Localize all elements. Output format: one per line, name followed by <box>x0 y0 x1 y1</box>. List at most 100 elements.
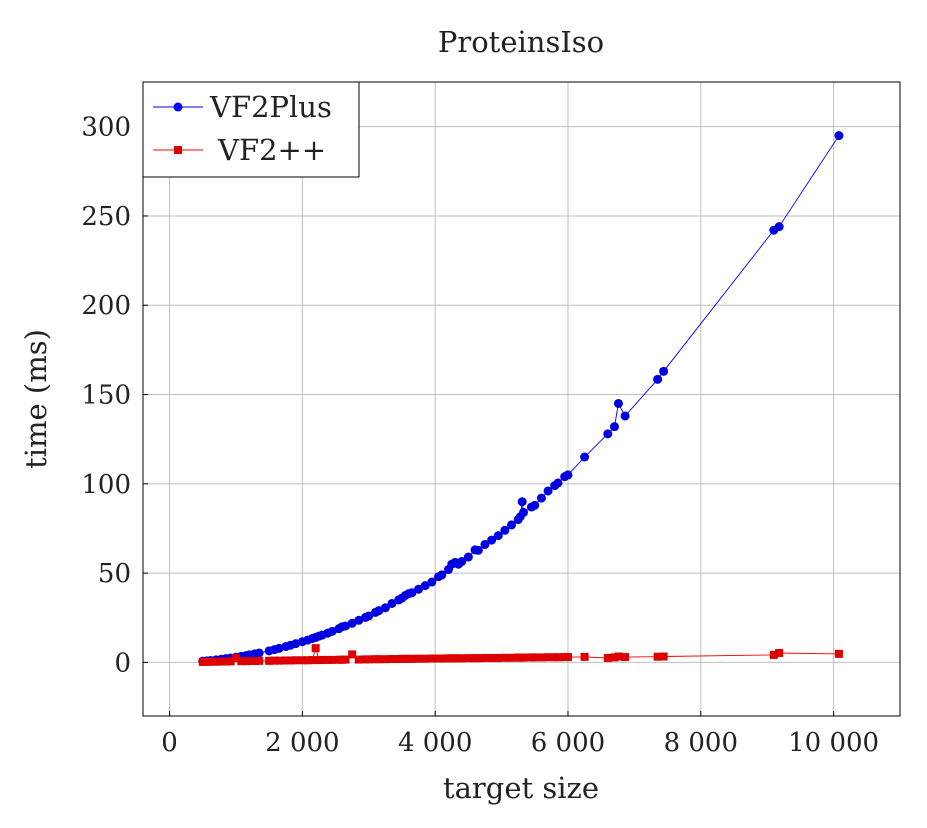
legend-marker-vf2pp <box>174 146 182 154</box>
data-point-vf2pp <box>487 653 496 662</box>
data-point-vf2pp <box>388 655 397 664</box>
data-point-vf2pp <box>421 654 430 663</box>
data-point-vf2plus <box>603 429 613 439</box>
data-point-vf2pp <box>328 655 337 664</box>
x-tick-label: 2 000 <box>265 728 339 758</box>
series-layer <box>198 131 844 666</box>
data-point-vf2pp <box>217 657 226 666</box>
data-point-vf2pp <box>270 656 279 665</box>
y-tick-label: 250 <box>81 202 131 232</box>
data-point-vf2pp <box>580 652 589 661</box>
data-point-vf2plus <box>530 500 540 510</box>
data-point-vf2pp <box>537 653 546 662</box>
data-point-vf2plus <box>364 611 374 621</box>
data-point-vf2plus <box>613 398 623 408</box>
data-point-vf2pp <box>381 655 390 664</box>
data-point-vf2pp <box>407 654 416 663</box>
legend-box <box>142 81 360 178</box>
data-point-vf2pp <box>563 653 572 662</box>
y-tick-label: 50 <box>98 559 131 589</box>
data-point-vf2plus <box>563 470 573 480</box>
data-point-vf2pp <box>457 654 466 663</box>
y-tick-label: 200 <box>81 291 131 321</box>
data-point-vf2plus <box>500 525 510 535</box>
data-point-vf2pp <box>427 654 436 663</box>
data-point-vf2plus <box>659 366 669 376</box>
data-point-vf2pp <box>237 657 246 666</box>
data-point-vf2plus <box>774 222 784 232</box>
data-point-vf2pp <box>303 656 312 665</box>
data-point-vf2pp <box>231 653 240 662</box>
data-point-vf2pp <box>226 657 235 666</box>
plot-frame <box>142 81 901 717</box>
data-point-vf2pp <box>348 650 357 659</box>
data-point-vf2pp <box>291 656 300 665</box>
data-point-vf2pp <box>480 653 489 662</box>
data-point-vf2plus <box>653 374 663 384</box>
data-point-vf2pp <box>311 644 320 653</box>
data-point-vf2pp <box>544 653 553 662</box>
data-point-vf2pp <box>250 656 259 665</box>
data-point-vf2pp <box>769 650 778 659</box>
data-point-vf2pp <box>554 653 563 662</box>
data-point-vf2pp <box>222 657 231 666</box>
data-point-vf2plus <box>480 540 490 550</box>
data-point-vf2pp <box>341 655 350 664</box>
x-tick-label: 6 000 <box>531 728 605 758</box>
data-point-vf2pp <box>275 656 284 665</box>
data-point-vf2plus <box>457 557 467 567</box>
data-point-vf2plus <box>420 581 430 591</box>
y-tick-label: 150 <box>81 381 131 411</box>
grid <box>143 82 900 716</box>
data-point-vf2plus <box>580 452 590 462</box>
data-point-vf2pp <box>308 656 317 665</box>
data-point-vf2plus <box>518 507 528 517</box>
legend: VF2Plus VF2++ <box>142 81 360 178</box>
y-tick-label: 0 <box>114 648 131 678</box>
chart-title: ProteinsIso <box>438 25 604 59</box>
x-tick-label: 4 000 <box>398 728 472 758</box>
data-point-vf2plus <box>487 535 497 545</box>
data-point-vf2pp <box>603 653 612 662</box>
data-point-vf2pp <box>298 656 307 665</box>
data-point-vf2pp <box>245 656 254 665</box>
data-point-vf2pp <box>265 656 274 665</box>
data-point-vf2plus <box>387 598 397 608</box>
data-point-vf2pp <box>507 653 516 662</box>
data-point-vf2pp <box>464 654 473 663</box>
legend-label-vf2pp: VF2++ <box>217 133 326 167</box>
data-point-vf2plus <box>834 131 844 141</box>
data-point-vf2plus <box>543 486 553 496</box>
data-point-vf2pp <box>318 655 327 664</box>
data-point-vf2pp <box>834 649 843 658</box>
legend-marker-vf2plus <box>173 102 183 112</box>
data-point-vf2pp <box>323 655 332 664</box>
x-axis-label: target size <box>443 771 599 805</box>
data-point-vf2plus <box>536 493 546 503</box>
data-point-vf2pp <box>374 655 383 664</box>
data-point-vf2plus <box>553 478 563 488</box>
data-point-vf2plus <box>517 497 527 507</box>
data-point-vf2pp <box>354 655 363 664</box>
tick-labels: 0 2 000 4 000 6 000 8 000 10 000 0 50 100 150 200 2… <box>81 113 879 758</box>
data-point-vf2pp <box>500 653 509 662</box>
data-point-vf2plus <box>437 570 447 580</box>
x-tick-label: 0 <box>161 728 178 758</box>
data-point-vf2plus <box>493 531 503 541</box>
data-point-vf2plus <box>254 648 264 658</box>
data-point-vf2plus <box>414 584 424 594</box>
data-point-vf2plus <box>609 422 619 432</box>
data-point-vf2pp <box>659 652 668 661</box>
data-point-vf2plus <box>507 520 517 530</box>
data-point-vf2pp <box>206 657 215 666</box>
legend-label-vf2plus: VF2Plus <box>209 90 332 124</box>
data-point-vf2pp <box>286 656 295 665</box>
x-tick-label: 10 000 <box>788 728 879 758</box>
series-line-vf2plus <box>202 135 840 662</box>
data-point-vf2pp <box>281 656 290 665</box>
data-point-vf2pp <box>255 656 264 665</box>
data-point-vf2plus <box>463 552 473 562</box>
data-point-vf2pp <box>494 653 503 662</box>
data-point-vf2pp <box>653 652 662 661</box>
